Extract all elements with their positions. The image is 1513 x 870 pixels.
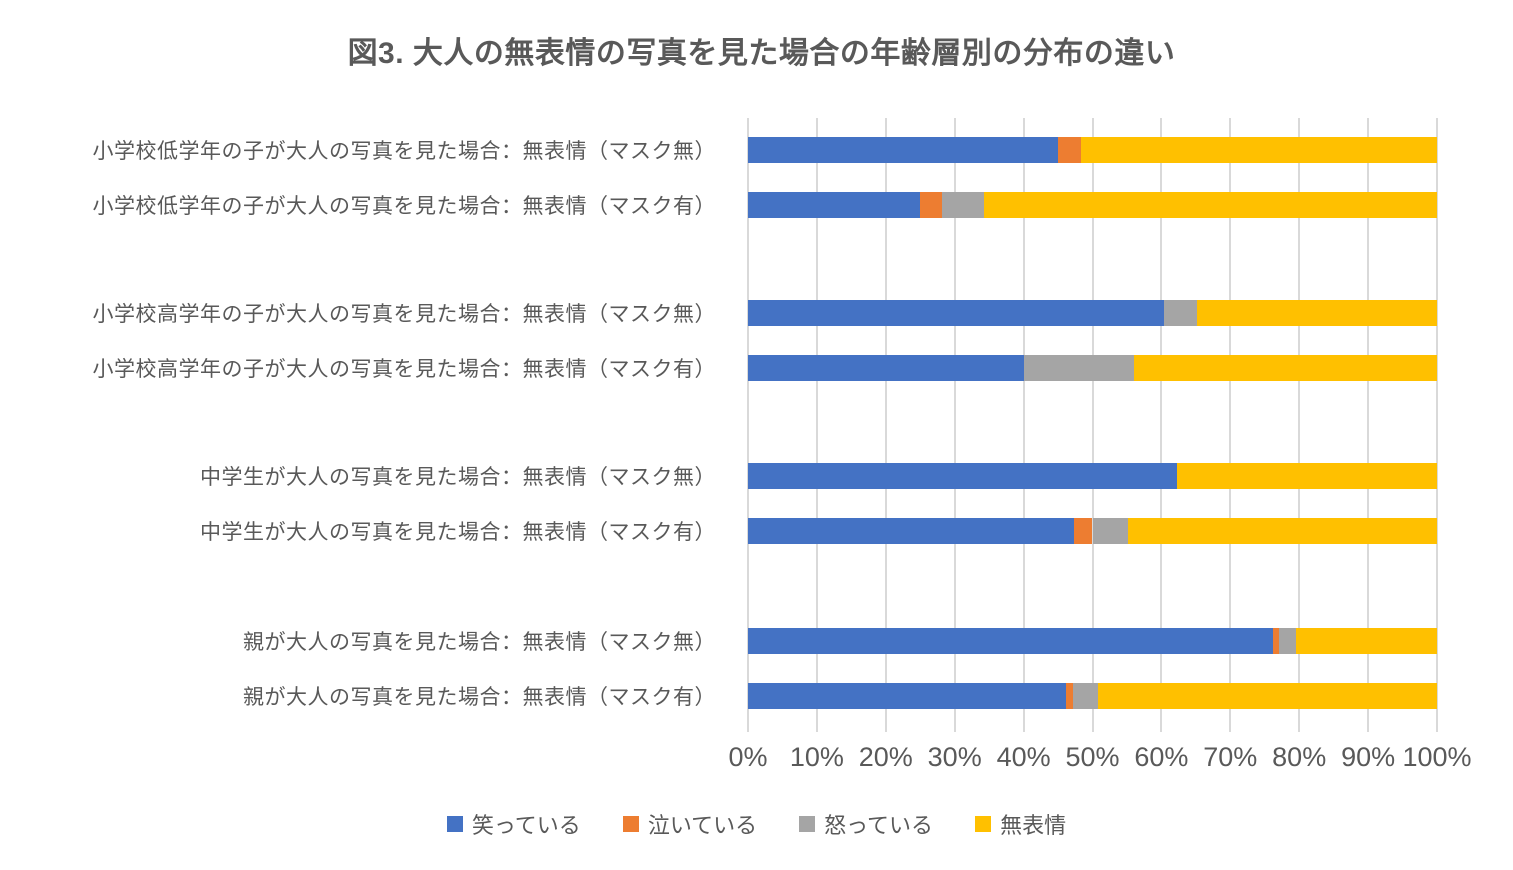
bar-segment-笑っている (748, 355, 1024, 381)
gridline (1229, 118, 1232, 732)
category-label: 小学校高学年の子が大人の写真を見た場合：無表情（マスク無） (92, 303, 716, 326)
legend-label: 泣いている (647, 813, 758, 838)
x-axis-tick-label: 90% (1341, 742, 1396, 772)
x-axis-tick-label: 70% (1203, 742, 1258, 772)
legend-swatch (622, 816, 639, 832)
category-label: 中学生が大人の写真を見た場合：無表情（マスク無） (200, 466, 716, 489)
bar-segment-無表情 (1080, 137, 1437, 163)
x-axis-tick-label: 50% (1065, 742, 1120, 772)
category-label: 小学校低学年の子が大人の写真を見た場合：無表情（マスク無） (92, 140, 716, 163)
x-axis-tick-label: 80% (1272, 742, 1327, 772)
gridline (815, 118, 818, 732)
legend-label: 怒っている (824, 813, 934, 838)
bar-row (748, 355, 1437, 381)
bar-segment-怒っている (1164, 300, 1198, 326)
gridline (1022, 118, 1025, 732)
gridline (1091, 118, 1094, 732)
bar-segment-笑っている (748, 137, 1059, 163)
x-axis-tick-label: 40% (996, 742, 1051, 772)
bar-segment-泣いている (1273, 628, 1279, 654)
bar-segment-泣いている (1066, 683, 1073, 709)
bar-segment-無表情 (1197, 300, 1437, 326)
bar-row (748, 137, 1437, 163)
category-label: 親が大人の写真を見た場合：無表情（マスク有） (243, 686, 716, 709)
gridline (747, 118, 749, 732)
category-label: 親が大人の写真を見た場合：無表情（マスク無） (243, 631, 716, 654)
bar-segment-怒っている (1023, 355, 1134, 381)
bar-segment-笑っている (748, 518, 1074, 544)
bar-row (748, 463, 1437, 489)
bar-row (748, 628, 1437, 654)
gridline (1436, 118, 1438, 732)
legend-item: 怒っている (799, 808, 933, 840)
bar-segment-笑っている (748, 683, 1067, 709)
plot-area (747, 118, 1438, 732)
bar-segment-笑っている (748, 192, 921, 218)
bar-segment-無表情 (1176, 463, 1437, 489)
x-axis-tick-label: 100% (1402, 742, 1472, 772)
bar-segment-無表情 (1127, 518, 1437, 544)
x-axis-tick-label: 20% (858, 742, 913, 772)
category-label: 小学校低学年の子が大人の写真を見た場合：無表情（マスク有） (92, 195, 716, 218)
bar-row (748, 300, 1437, 326)
legend-swatch (975, 816, 992, 832)
x-axis-tick-label: 10% (789, 742, 844, 772)
bar-segment-泣いている (920, 192, 943, 218)
bar-segment-無表情 (1133, 355, 1437, 381)
x-axis-tick-label: 60% (1134, 742, 1189, 772)
chart-title: 図3. 大人の無表情の写真を見た場合の年齢層別の分布の違い (347, 37, 1176, 70)
legend-item: 無表情 (975, 808, 1066, 840)
bar-row (748, 192, 1437, 218)
bar-segment-笑っている (748, 300, 1165, 326)
legend-label: 無表情 (1000, 813, 1067, 838)
legend-item: 笑っている (446, 808, 581, 840)
legend-item: 泣いている (622, 808, 758, 840)
bar-segment-怒っている (942, 192, 985, 218)
legend-label: 笑っている (471, 813, 581, 838)
category-label: 小学校高学年の子が大人の写真を見た場合：無表情（マスク有） (92, 358, 716, 381)
gridline (953, 118, 956, 732)
x-axis-tick-label: 30% (927, 742, 982, 772)
gridline (1367, 118, 1370, 732)
legend-swatch (799, 816, 816, 832)
bar-segment-無表情 (1296, 628, 1437, 654)
category-label: 中学生が大人の写真を見た場合：無表情（マスク有） (200, 521, 716, 544)
x-axis: 0% 10% 20% 30% 40% 50% 60% 70% 80% 90% 100% (728, 742, 1471, 782)
bar-segment-無表情 (984, 192, 1437, 218)
gridline (1298, 118, 1301, 732)
bar-segment-笑っている (748, 628, 1274, 654)
bar-segment-怒っている (1072, 683, 1098, 709)
gridline (1160, 118, 1163, 732)
bar-segment-無表情 (1098, 683, 1437, 709)
legend: 笑っている 泣いている 怒っている 無表情 (0, 808, 1513, 840)
bar-segment-泣いている (1058, 137, 1081, 163)
x-axis-tick-label: 0% (728, 742, 768, 772)
legend-swatch (446, 816, 463, 832)
gridline (884, 118, 887, 732)
bar-segment-怒っている (1092, 518, 1128, 544)
category-axis: 小学校低学年の子が大人の写真を見た場合：無表情（マスク無） 小学校低学年の子が大人… (0, 118, 716, 732)
bar-segment-怒っている (1278, 628, 1297, 654)
bar-segment-笑っている (748, 463, 1177, 489)
bar-row (748, 518, 1437, 544)
bar-row (748, 683, 1437, 709)
bar-segment-泣いている (1073, 518, 1093, 544)
